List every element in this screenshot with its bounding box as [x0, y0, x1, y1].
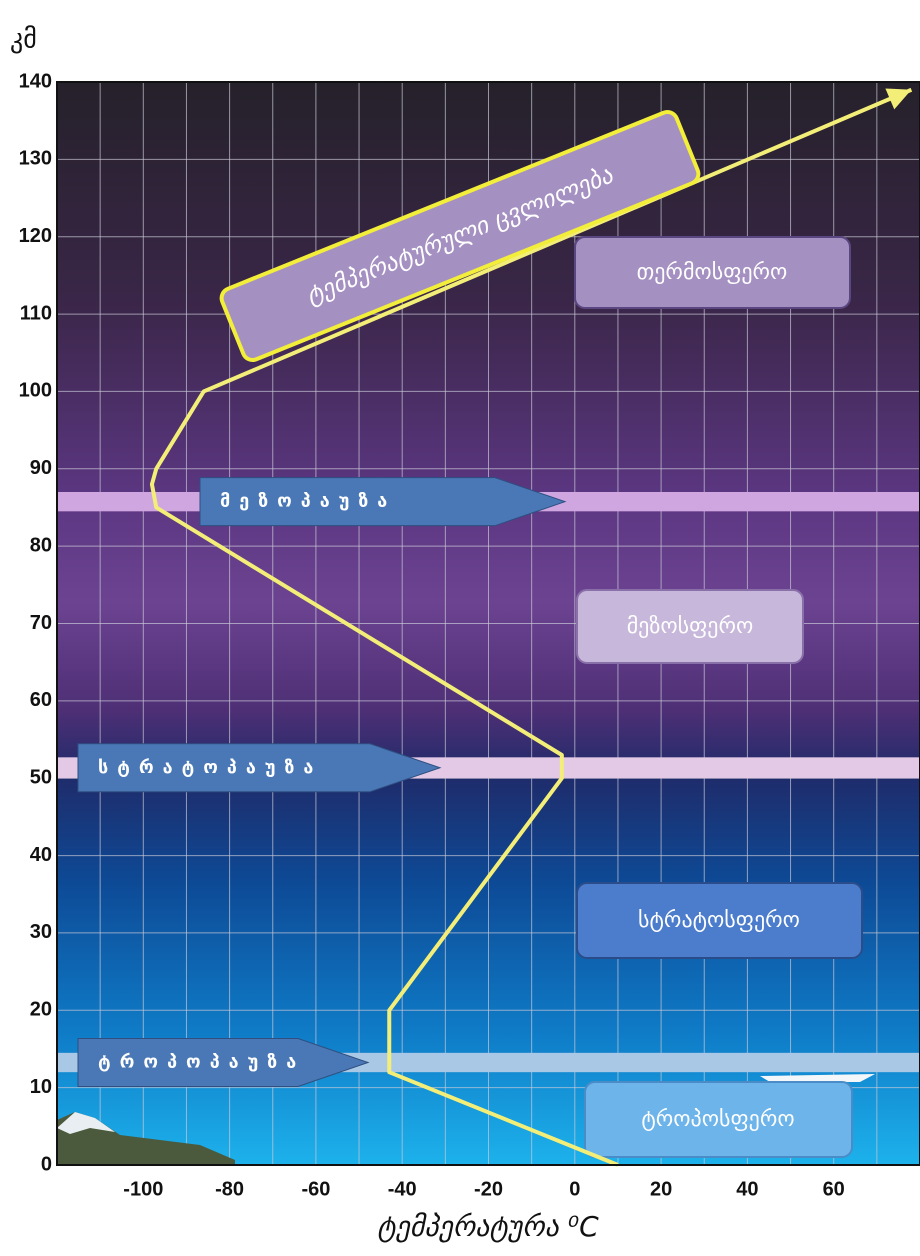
y-tick-label: 60: [30, 689, 52, 711]
arrowhead: [885, 88, 912, 110]
band-label: ტროპოპაუზა: [98, 1052, 305, 1073]
x-tick-label: 0: [569, 1178, 580, 1200]
x-tick-label: -60: [301, 1178, 330, 1200]
y-tick-label: 130: [19, 148, 52, 170]
snow: [57, 1112, 115, 1134]
curve-label-box: [219, 110, 701, 362]
layer-label: ტროპოსფერო: [641, 1107, 794, 1132]
cloud: [760, 1074, 875, 1082]
y-tick-label: 110: [20, 302, 52, 324]
y-tick-label: 20: [30, 999, 52, 1021]
y-tick-label: 140: [19, 70, 52, 92]
x-tick-label: -40: [388, 1178, 417, 1200]
x-tick-label: 40: [736, 1178, 758, 1200]
x-tick-label: -100: [123, 1178, 163, 1200]
y-tick-label: 70: [30, 612, 52, 634]
band-arrow: [77, 1038, 370, 1088]
layer-label: თერმოსფერო: [637, 260, 788, 285]
layer-labels: თერმოსფერო მეზოსფერო სტრატოსფერო ტროპოსფ…: [574, 236, 863, 1158]
x-axis-label: ტემპერატურა ⁰C: [377, 1210, 599, 1243]
layer-box: [584, 1081, 853, 1158]
layer-box: [576, 882, 863, 959]
plot-frame: [56, 81, 920, 1166]
band-arrow: [77, 743, 442, 793]
y-tick-label: 90: [30, 457, 52, 479]
x-tick-label: 60: [823, 1178, 845, 1200]
curve-layer: [149, 87, 913, 1167]
y-tick-label: 10: [30, 1076, 52, 1098]
band-label: სტრატოპაუზა: [98, 757, 322, 778]
layer-label: მეზოსფერო: [627, 614, 754, 639]
y-tick-label: 30: [30, 921, 52, 943]
layer-box: [576, 589, 804, 664]
x-tick-label: 20: [650, 1178, 672, 1200]
y-tick-label: 0: [41, 1153, 52, 1175]
y-tick-label: 100: [19, 380, 52, 402]
layer-box: [574, 236, 851, 309]
y-axis-label: კმ: [10, 25, 37, 55]
y-tick-label: 50: [30, 766, 52, 788]
band-label: მეზოპაუზა: [220, 491, 396, 512]
layer-label: სტრატოსფერო: [638, 908, 800, 933]
x-tick-label: -80: [215, 1178, 244, 1200]
y-tick-label: 40: [30, 844, 52, 866]
bands: ტროპოპაუზა სტრატოპაუზა მეზოპაუზა: [57, 477, 920, 1088]
y-tick-label: 120: [19, 225, 52, 247]
band-arrow: [199, 477, 567, 527]
x-tick-label: -20: [474, 1178, 503, 1200]
temperature-line: [149, 87, 913, 1167]
y-tick-label: 80: [30, 534, 52, 556]
